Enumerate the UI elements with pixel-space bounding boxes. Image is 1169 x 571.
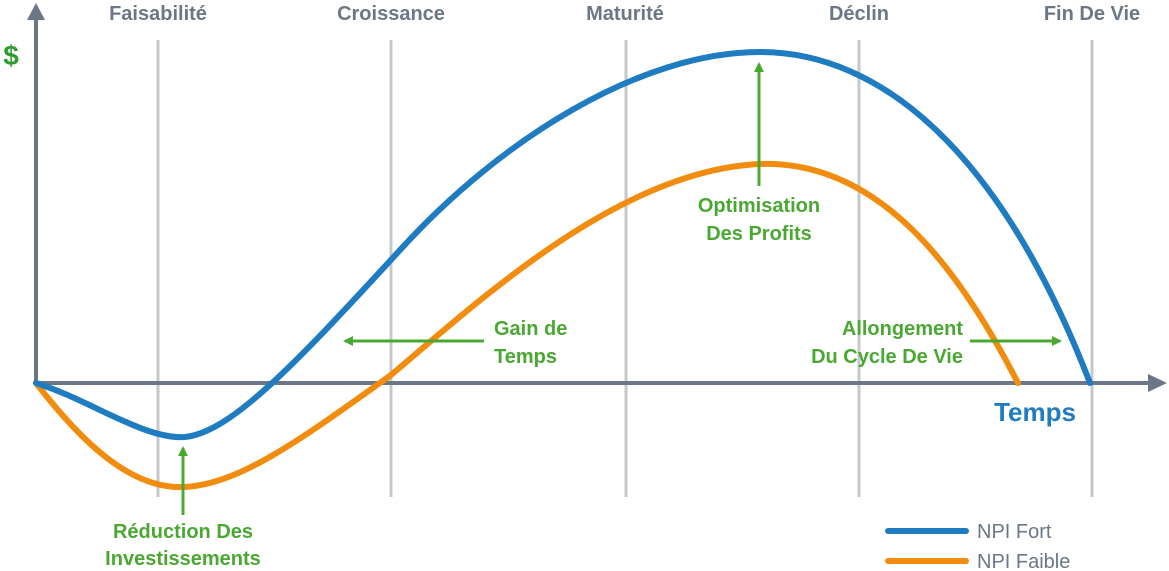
- curve-npi-fort: [33, 48, 1093, 441]
- annotation-optimisation-line1: Optimisation: [698, 195, 820, 217]
- x-axis-arrowhead: [1148, 374, 1167, 392]
- annotation-gain-line2: Temps: [494, 346, 557, 368]
- annotation-gain-line1: Gain de: [494, 318, 567, 340]
- annotation-reduction-line1: Réduction Des: [113, 521, 253, 543]
- annotation-optimisation-line2: Des Profits: [706, 223, 812, 245]
- y-axis-arrowhead: [27, 3, 45, 20]
- legend-label-npi-faible: NPI Faible: [977, 551, 1070, 571]
- y-axis-label: $: [3, 40, 19, 71]
- phase-label-maturite: Maturité: [586, 3, 664, 25]
- legend-label-npi-fort: NPI Fort: [977, 521, 1052, 543]
- phase-label-fin-de-vie: Fin De Vie: [1044, 3, 1140, 25]
- phase-label-declin: Déclin: [829, 3, 889, 25]
- annotation-reduction-line2: Investissements: [105, 548, 261, 570]
- curve-npi-faible: [33, 160, 1021, 491]
- annotation-allongement-line1: Allongement: [842, 318, 963, 340]
- phase-label-faisabilite: Faisabilité: [109, 3, 207, 25]
- phase-label-croissance: Croissance: [337, 3, 445, 25]
- annotation-allongement-line2: Du Cycle De Vie: [811, 346, 963, 368]
- x-axis-label: Temps: [994, 397, 1076, 427]
